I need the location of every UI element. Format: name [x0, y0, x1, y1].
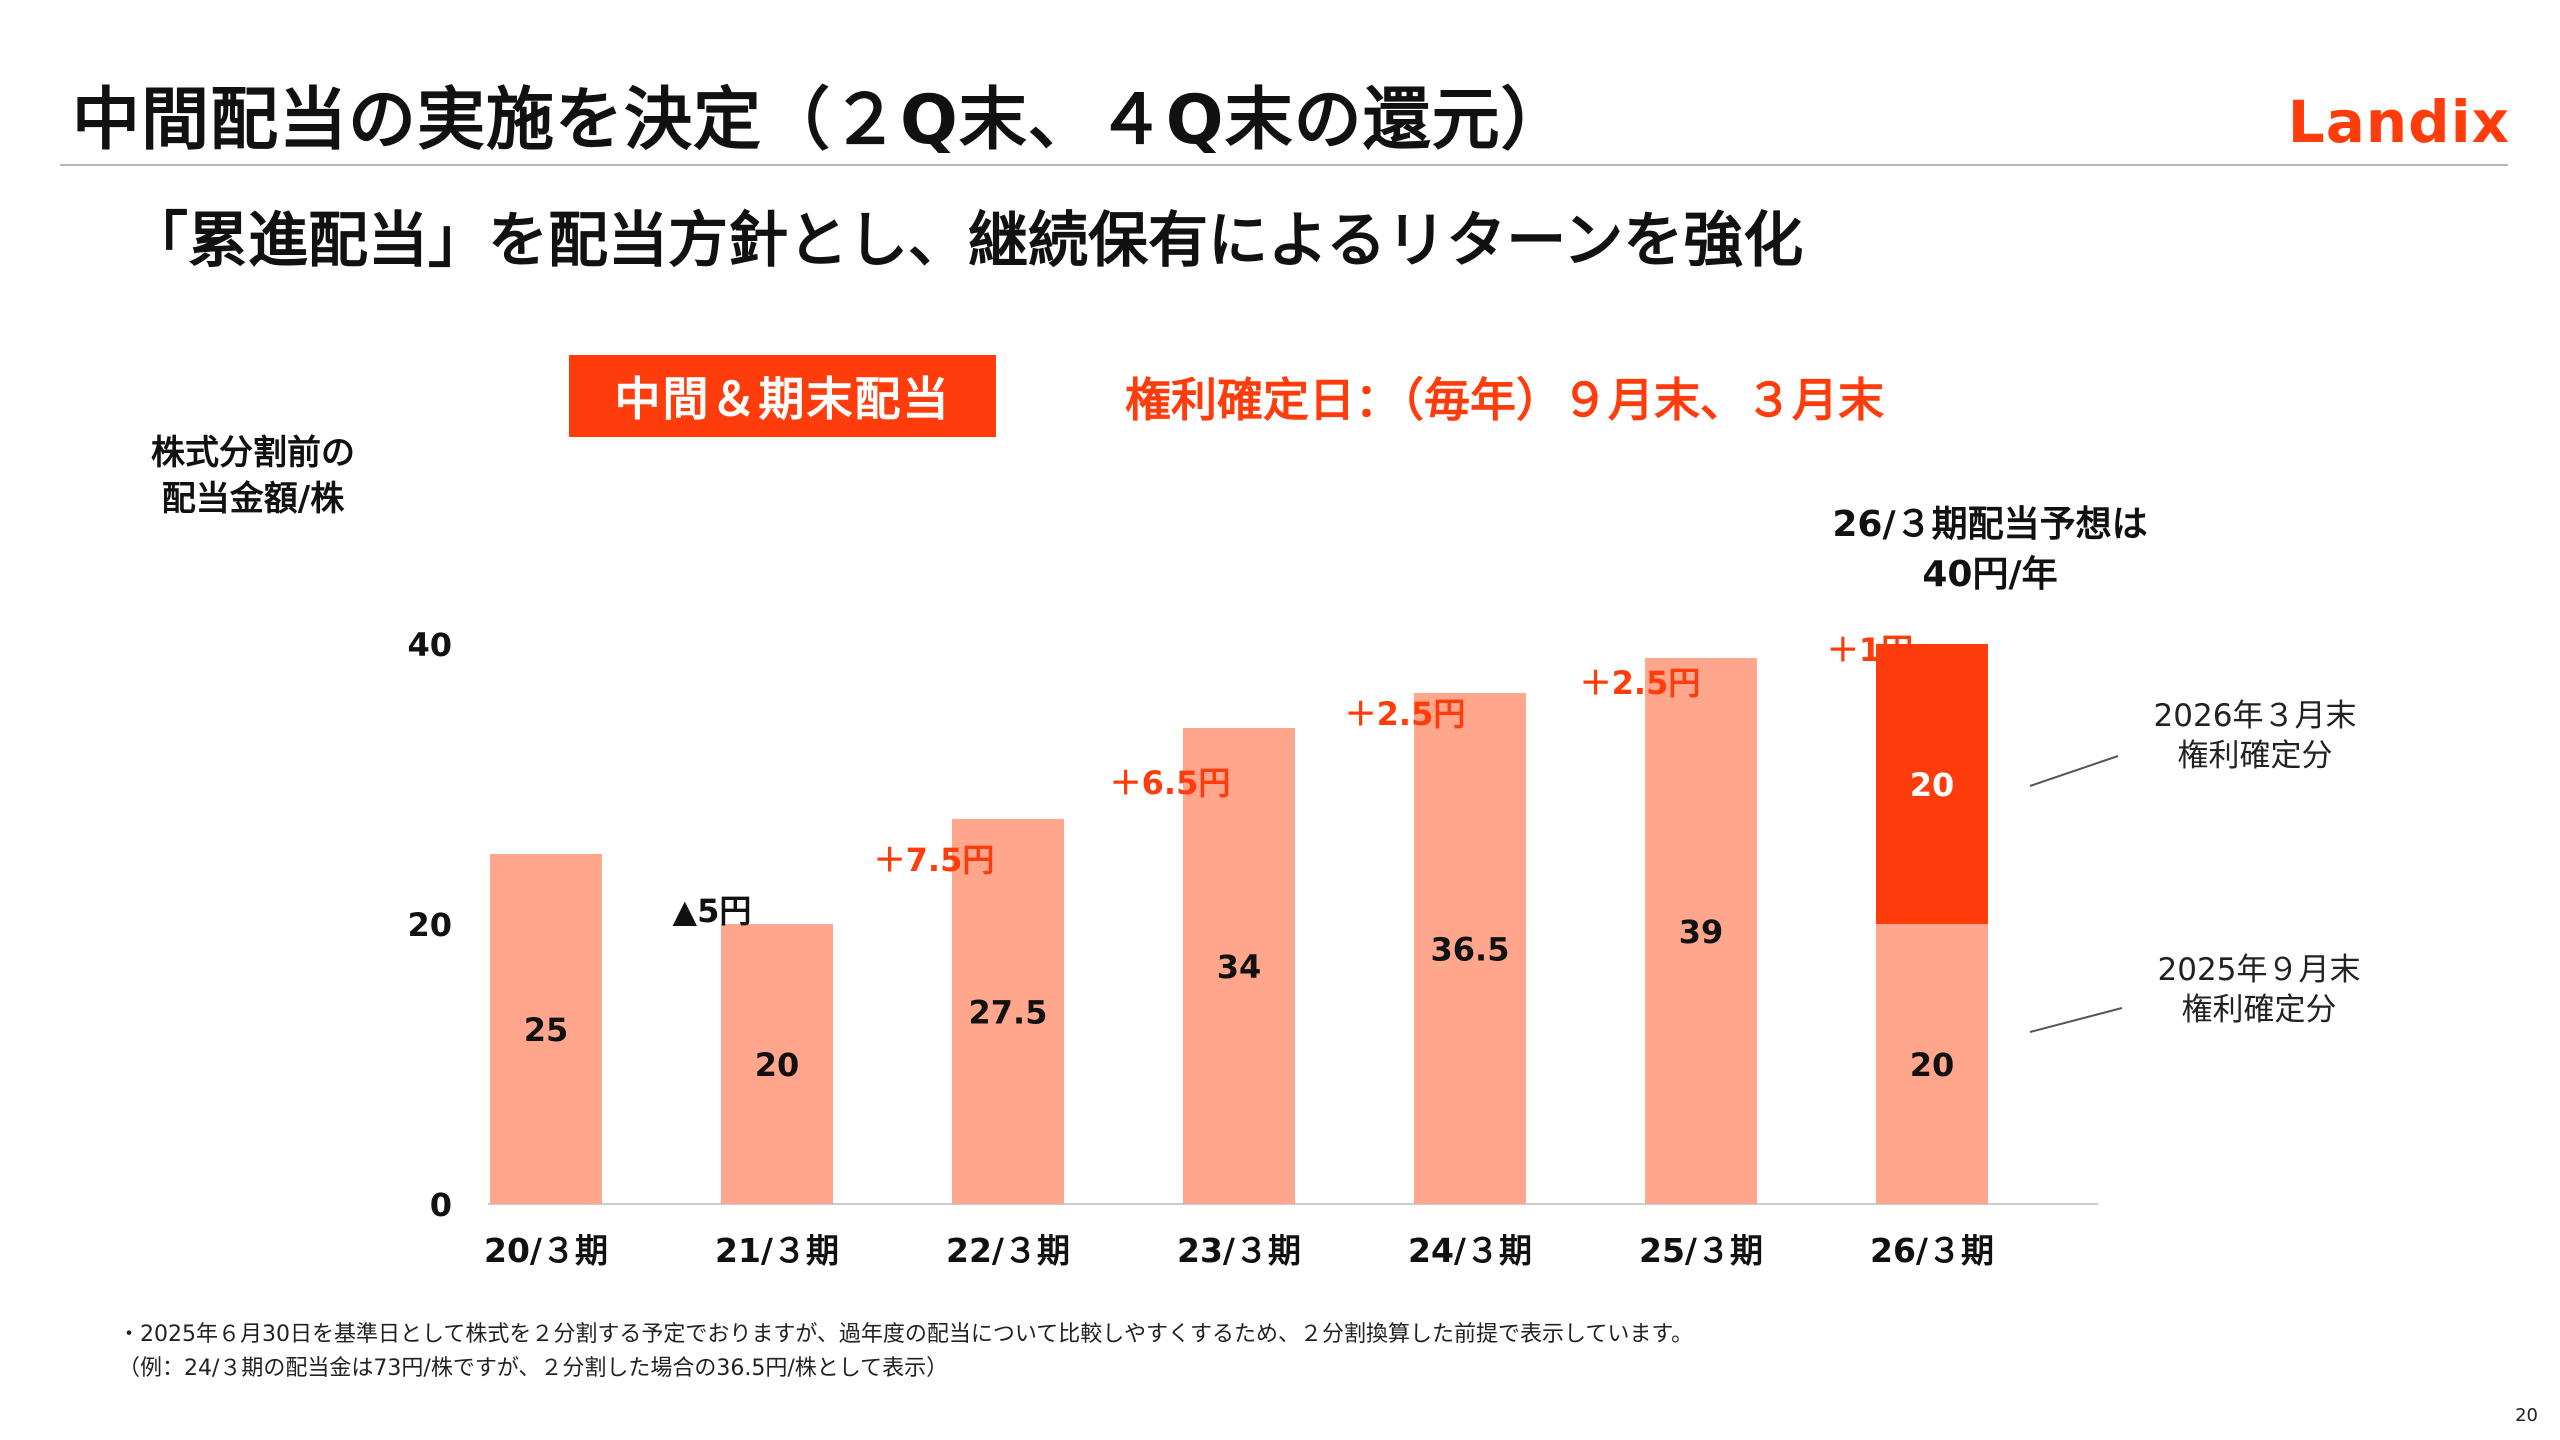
forecast-line-2: 40円/年	[1922, 554, 2058, 595]
x-category-label: 23/３期	[1177, 1231, 1301, 1270]
change-annotation: ＋6.5円	[1110, 764, 1231, 802]
bar-base	[490, 854, 602, 1204]
page-number: 20	[2515, 1405, 2538, 1426]
bar-value-label: 36.5	[1431, 931, 1510, 969]
callout-upper-line-1: 2026年３月末	[2153, 698, 2357, 734]
callout-lower-leader	[2029, 1007, 2123, 1033]
bar-base	[721, 924, 833, 1204]
change-annotation: ▲5円	[673, 892, 752, 930]
x-category-label: 20/３期	[484, 1231, 608, 1270]
bar-value-label: 34	[1217, 948, 1262, 986]
x-category-label: 21/３期	[715, 1231, 839, 1270]
callout-lower-line-2: 権利確定分	[2181, 992, 2337, 1028]
change-annotation: ＋2.5円	[1345, 695, 1466, 733]
forecast-line-1: 26/３期配当予想は	[1832, 504, 2148, 545]
callout-upper-line-2: 権利確定分	[2177, 738, 2333, 774]
bar-base	[1876, 924, 1988, 1204]
change-annotation: ＋2.5円	[1580, 664, 1701, 702]
y-axis-title-line-2: 配当金額/株	[161, 479, 345, 519]
forecast-annotation: 26/３期配当予想は 40円/年	[1790, 500, 2190, 600]
dividend-bar-chart: 0 20 40 25 20/３期 20 21/３期 27.5 22/３期 34 23/３期 36.5 2…	[407, 626, 2123, 1270]
callout-lower-line-1: 2025年９月末	[2157, 952, 2361, 988]
callout-lower: 2025年９月末 権利確定分	[2119, 950, 2399, 1030]
x-category-label: 24/３期	[1408, 1231, 1532, 1270]
bar-value-label: 25	[524, 1011, 569, 1049]
title-divider	[60, 164, 2508, 166]
bar-value-label-stacked: 20	[1910, 766, 1955, 804]
bar-stacked	[1876, 644, 1988, 924]
x-category-label: 25/３期	[1639, 1231, 1763, 1270]
record-date-text: 権利確定日：（毎年）９月末、３月末	[1125, 373, 1884, 427]
y-tick-label: 0	[430, 1186, 452, 1224]
dividend-type-badge: 中間＆期末配当	[569, 355, 996, 437]
bar-base	[1183, 728, 1295, 1204]
y-tick-label: 40	[407, 626, 452, 664]
change-annotation: ＋7.5円	[874, 841, 995, 879]
callout-upper-leader	[2029, 755, 2119, 787]
bar-value-label: 39	[1679, 913, 1724, 951]
bar-base	[952, 819, 1064, 1204]
callout-upper: 2026年３月末 権利確定分	[2115, 696, 2395, 776]
y-axis-title-line-1: 株式分割前の	[151, 433, 355, 473]
bar-value-label: 20	[755, 1046, 800, 1084]
x-category-label: 22/３期	[946, 1231, 1070, 1270]
landix-logo: Landix	[2287, 88, 2510, 156]
footnote-1: ・2025年６月30日を基準日として株式を２分割する予定でおりますが、過年度の配…	[118, 1322, 1694, 1347]
y-tick-label: 20	[407, 906, 452, 944]
bar-value-label: 27.5	[969, 994, 1048, 1032]
bar-base	[1645, 658, 1757, 1204]
page-title: 中間配当の実施を決定（２Q末、４Q末の還元）	[72, 81, 1570, 160]
page-subtitle: 「累進配当」を配当方針とし、継続保有によるリターンを強化	[128, 206, 1804, 276]
y-axis-title: 株式分割前の 配当金額/株	[138, 430, 368, 522]
bar-base	[1414, 693, 1526, 1204]
change-annotation: ＋1円	[1827, 631, 1913, 669]
footnote-2: （例：24/３期の配当金は73円/株ですが、２分割した場合の36.5円/株として…	[118, 1356, 949, 1381]
x-category-label: 26/３期	[1870, 1231, 1994, 1270]
bar-value-label: 20	[1910, 1046, 1955, 1084]
